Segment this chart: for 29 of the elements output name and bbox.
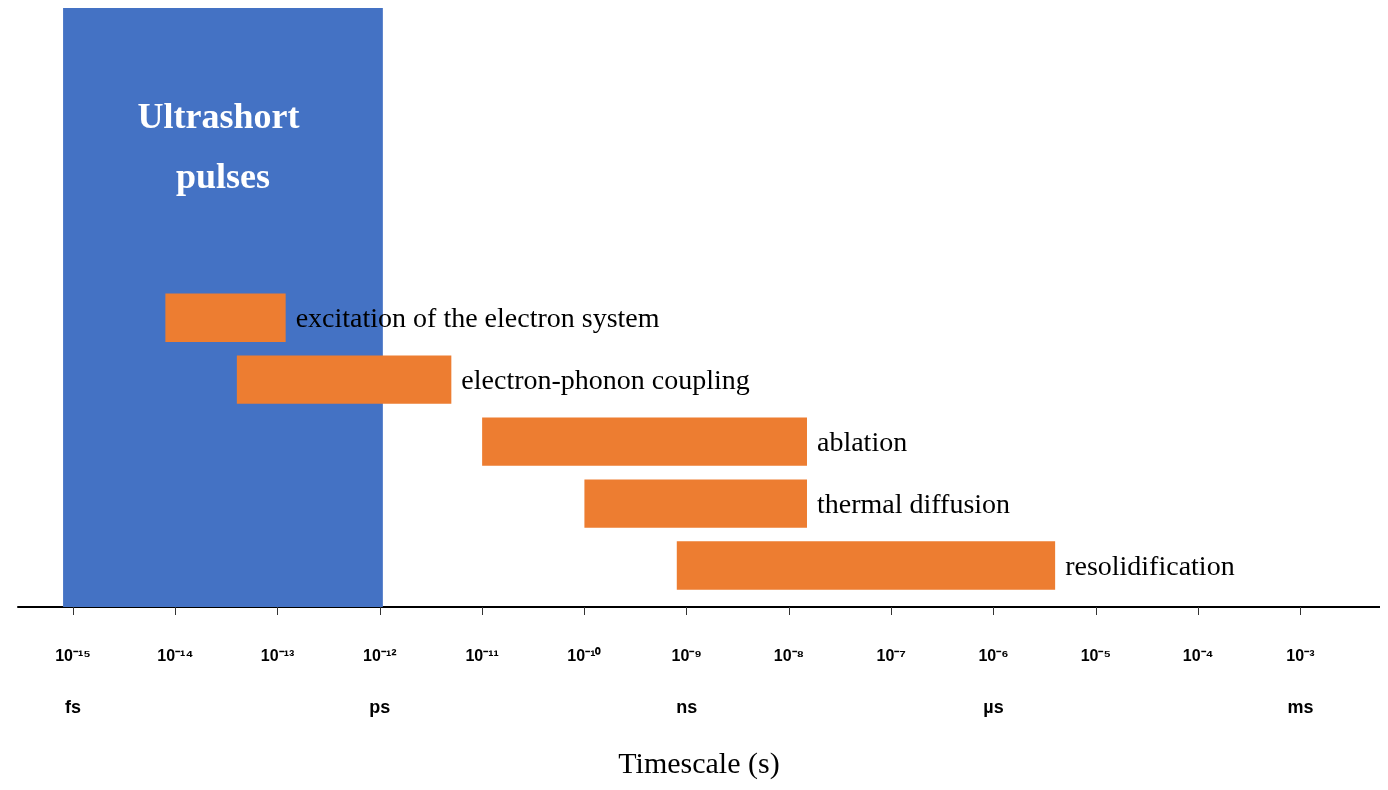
x-tick-label: 10⁻⁸ <box>773 646 805 664</box>
band-label: Ultrashort pulses <box>137 96 309 196</box>
bar <box>236 355 452 404</box>
text: ps <box>369 697 391 717</box>
bar <box>165 293 286 342</box>
bar <box>482 417 807 466</box>
x-tick-label: 10⁻¹³ <box>260 646 295 664</box>
text: µs <box>983 697 1004 717</box>
x-tick-label: 10⁻⁹ <box>671 646 702 664</box>
x-tick-label: 10⁻⁴ <box>1182 646 1214 664</box>
y-tick-label: resolidification <box>1065 550 1235 581</box>
x-tick-label: 10⁻⁷ <box>876 646 906 664</box>
x-tick-label: 10⁻¹⁰ <box>567 646 602 664</box>
bar <box>676 541 1056 590</box>
x-tick-label: 10⁻¹² <box>363 646 397 664</box>
text: fs <box>64 697 81 717</box>
bar <box>584 479 807 528</box>
x-tick-label: 10⁻¹⁵ <box>55 646 91 664</box>
x-tick-label: 10⁻⁶ <box>978 646 1009 664</box>
x-tick-label: 10⁻¹¹ <box>465 646 499 664</box>
y-tick-label: ablation <box>816 426 908 458</box>
x-tick-label: 10⁻¹⁴ <box>157 646 194 664</box>
text: ns <box>676 697 698 717</box>
y-tick-label: electron-phonon coupling <box>461 364 750 396</box>
x-tick-label: 10⁻⁵ <box>1080 646 1111 664</box>
x-axis-title: Timescale (s) <box>618 745 780 780</box>
y-tick-label: thermal diffusion <box>816 488 1011 520</box>
x-tick-label: 10⁻³ <box>1286 646 1315 664</box>
text: ms <box>1287 697 1314 717</box>
